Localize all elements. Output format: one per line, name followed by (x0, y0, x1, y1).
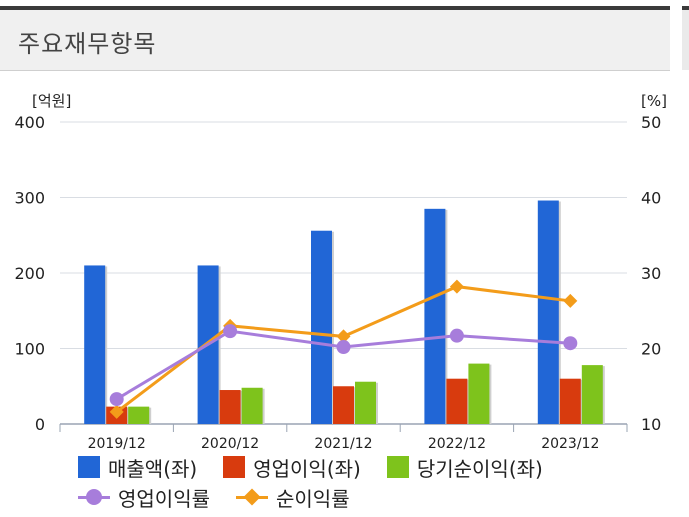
right-axis-unit: [%] (641, 92, 667, 110)
title-top-border (0, 6, 670, 10)
right-tick-label: 30 (641, 264, 661, 283)
section-title: 주요재무항목 (18, 30, 157, 58)
x-tick-label: 2020/12 (201, 436, 259, 452)
axes-group: 0 100 200 300 400 10 20 30 40 50 2019/12 2020/12 202… (14, 113, 661, 452)
legend-item: 영업이익률 (78, 483, 210, 512)
bar-sales (537, 200, 559, 424)
legend-circle-marker (78, 486, 110, 508)
left-tick-label: 0 (35, 415, 45, 434)
x-tick-label: 2021/12 (314, 436, 372, 452)
adjacent-panel-edge (682, 10, 689, 70)
bar-net-income (355, 381, 376, 424)
legend-swatch (386, 456, 409, 478)
legend-label: 영업이익률 (118, 486, 210, 511)
bar-series-group (84, 200, 605, 424)
operating-margin-point (336, 339, 351, 354)
x-tick-label: 2022/12 (428, 436, 486, 452)
legend-label: 영업이익(좌) (253, 456, 361, 481)
legend-row-lines: 영업이익률 순이익률 (78, 482, 638, 512)
bar-sales (84, 265, 106, 424)
legend-item: 영업이익(좌) (223, 453, 361, 482)
legend-label: 순이익률 (276, 486, 350, 511)
left-axis-unit: [억원] (32, 92, 71, 110)
legend-diamond-marker (236, 486, 268, 508)
net-margin-point (563, 293, 578, 308)
left-tick-label: 400 (14, 113, 45, 132)
x-tick-label: 2023/12 (541, 436, 599, 452)
bar-net-income (468, 363, 490, 424)
net-margin-point (336, 329, 351, 344)
net-margin-point (109, 404, 124, 419)
bar-operating-income (219, 390, 241, 424)
right-tick-label: 50 (641, 113, 661, 132)
operating-margin-point (109, 392, 124, 407)
operating-margin-point (563, 336, 578, 351)
line-series-group (109, 279, 578, 419)
adjacent-panel-border (682, 6, 689, 10)
bar-operating-income (333, 386, 354, 424)
legend-label: 당기순이익(좌) (416, 456, 543, 481)
bar-sales (424, 208, 446, 424)
legend-label: 매출액(좌) (108, 456, 198, 481)
bar-operating-income (559, 378, 581, 424)
left-tick-label: 200 (14, 264, 45, 283)
right-tick-label: 10 (641, 415, 661, 434)
bar-sales (311, 230, 332, 424)
left-tick-label: 300 (14, 189, 45, 208)
bar-net-income (581, 365, 603, 424)
net-margin-point (449, 279, 464, 294)
x-tick-label: 2019/12 (88, 436, 146, 452)
legend-item: 매출액(좌) (78, 453, 197, 482)
legend-swatch (223, 456, 246, 478)
bar-net-income (128, 406, 150, 424)
chart-legend: 매출액(좌) 영업이익(좌) 당기순이익(좌) 영업이익률 순이익률 (78, 452, 638, 512)
right-tick-label: 40 (641, 189, 661, 208)
legend-swatch (78, 456, 100, 478)
operating-margin-point (449, 328, 464, 343)
bar-net-income (241, 387, 263, 424)
bar-operating-income (446, 378, 468, 424)
legend-row-bars: 매출액(좌) 영업이익(좌) 당기순이익(좌) (78, 452, 638, 482)
operating-margin-point (223, 324, 238, 339)
section-header: 주요재무항목 (0, 10, 670, 71)
right-tick-label: 20 (641, 340, 661, 359)
left-tick-label: 100 (14, 340, 45, 359)
legend-item: 순이익률 (236, 483, 350, 512)
legend-item: 당기순이익(좌) (386, 453, 543, 482)
